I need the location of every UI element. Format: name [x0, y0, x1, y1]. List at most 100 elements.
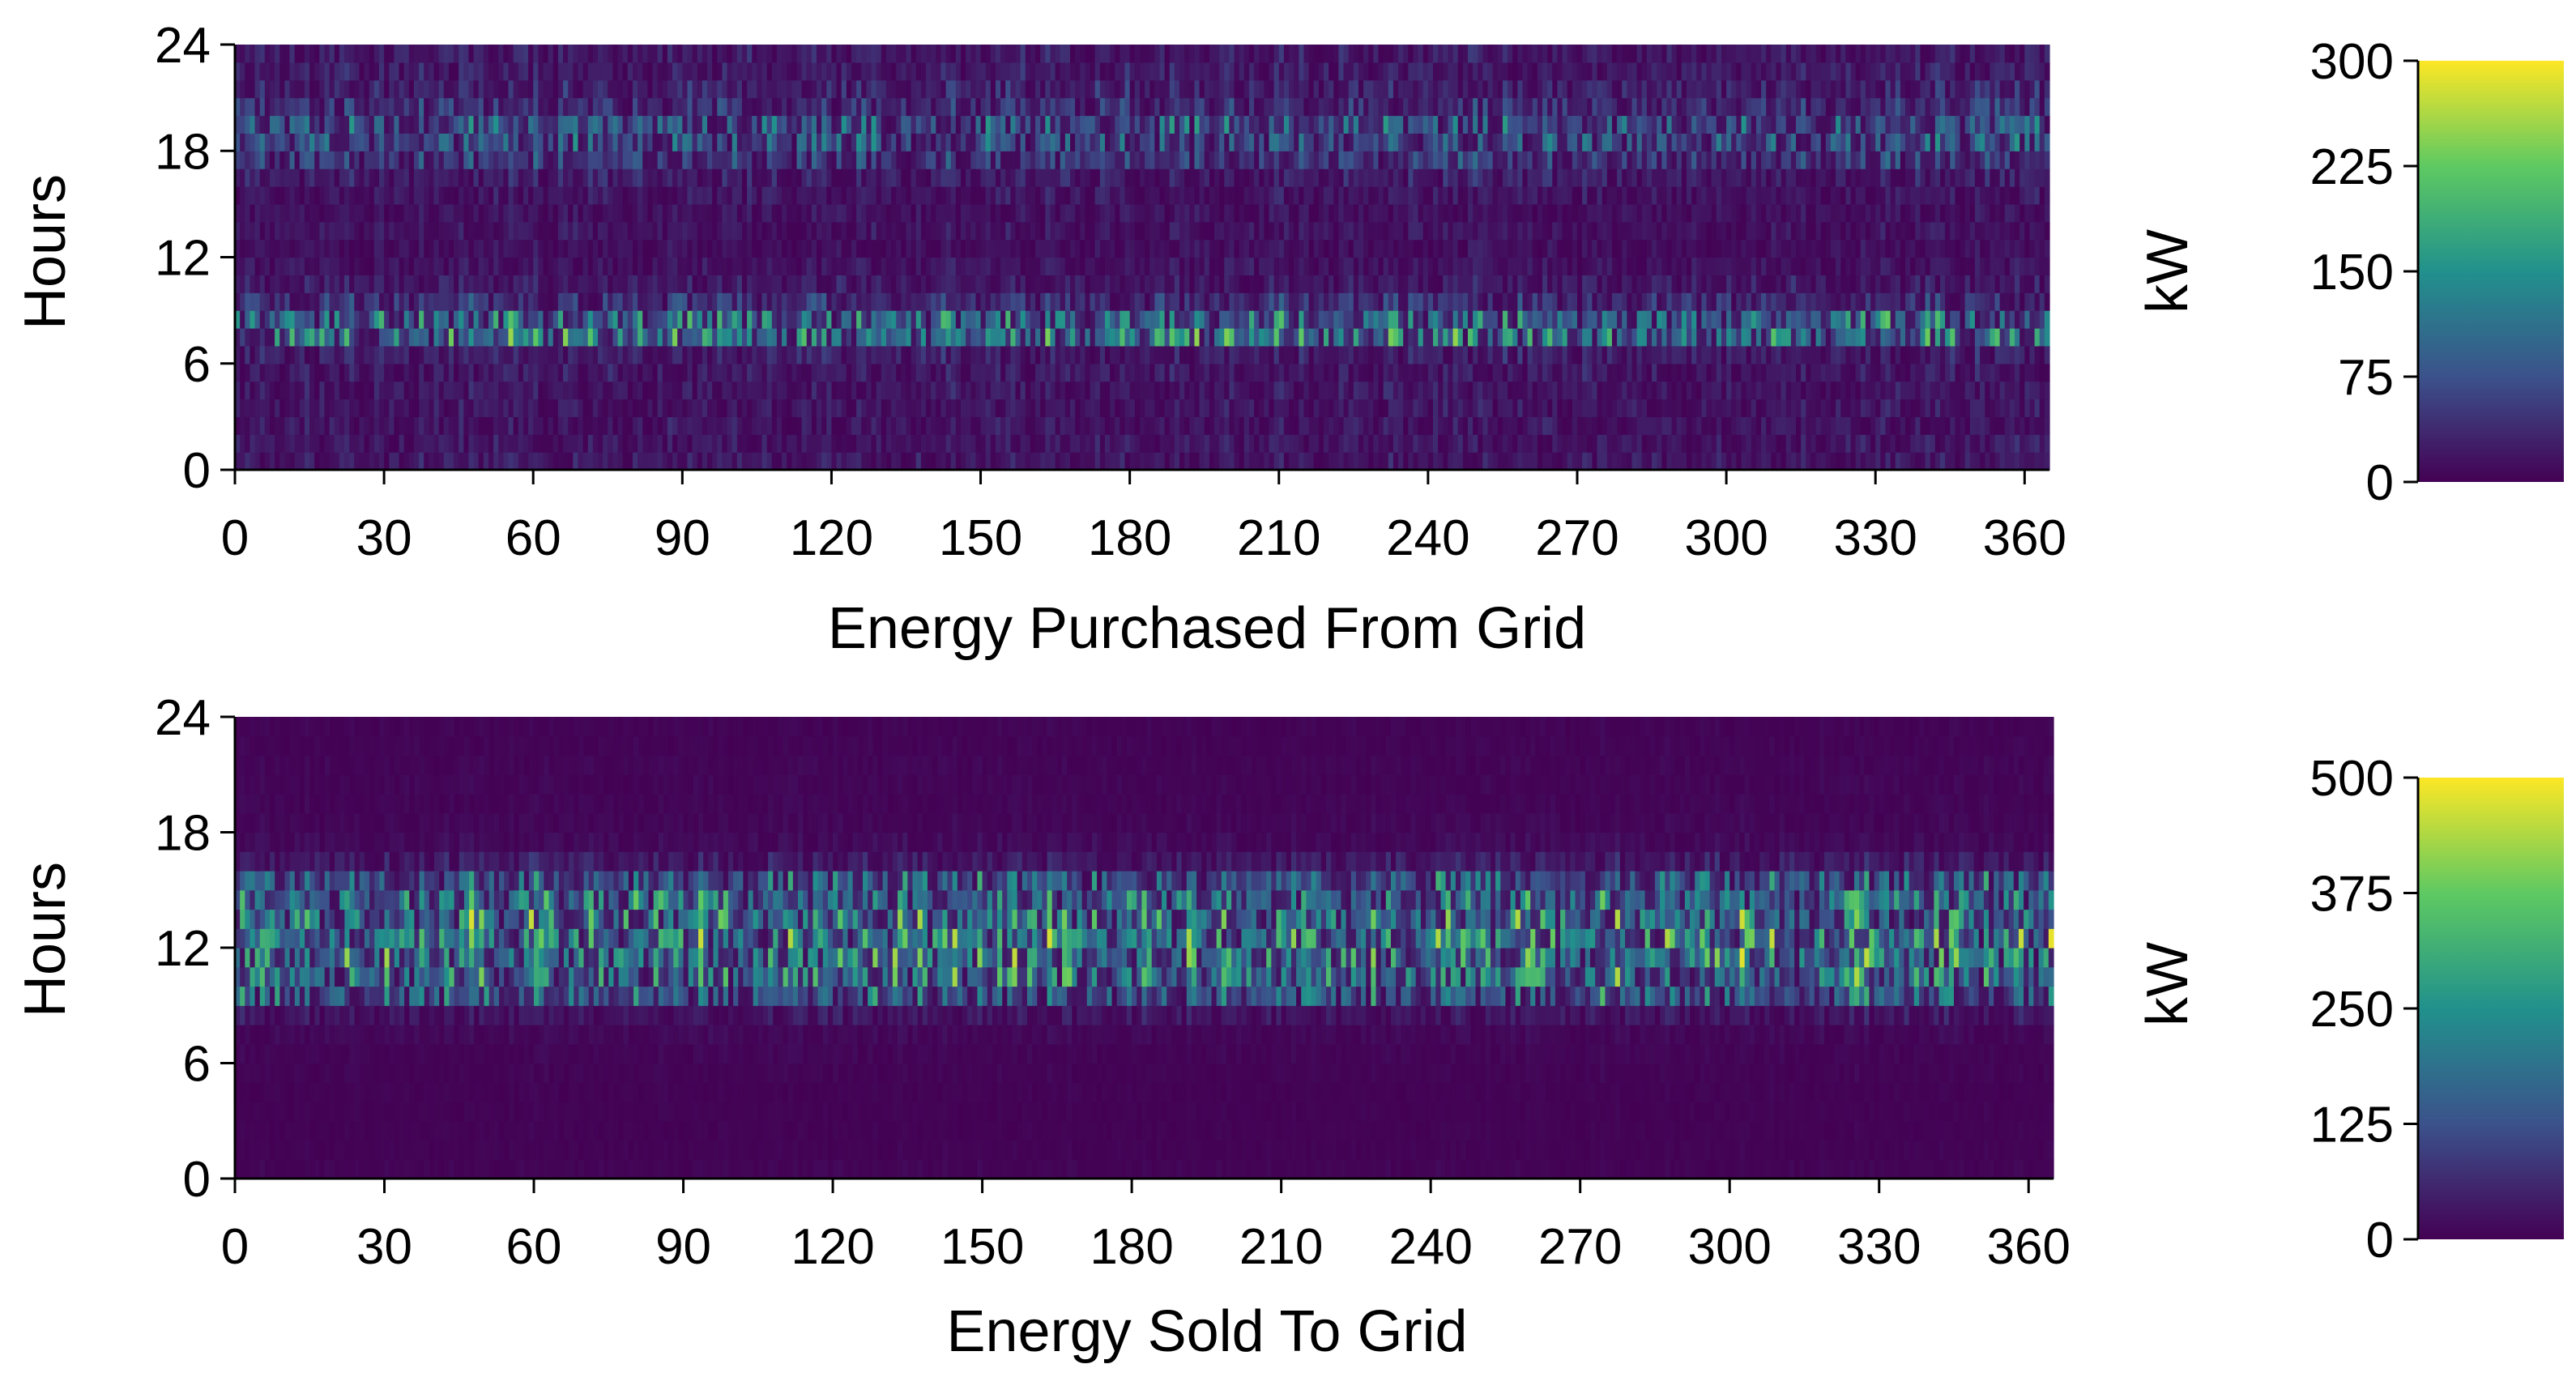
heatmap-cell	[891, 97, 897, 117]
heatmap-cell	[1209, 203, 1215, 223]
heatmap-cell	[638, 399, 643, 417]
heatmap-cell	[1005, 239, 1011, 258]
heatmap-cell	[1055, 363, 1061, 382]
heatmap-cell	[662, 151, 668, 169]
heatmap-cell	[642, 186, 648, 205]
heatmap-cell	[503, 275, 510, 293]
heatmap-cell	[617, 310, 624, 329]
heatmap-cell	[1110, 45, 1115, 63]
heatmap-cell	[1005, 399, 1011, 417]
heatmap-cell	[642, 45, 648, 63]
heatmap-cell	[399, 45, 405, 63]
heatmap-cell	[1248, 257, 1255, 275]
heatmap-cell	[1070, 186, 1076, 205]
heatmap-cell	[1174, 97, 1180, 117]
heatmap-cell	[483, 452, 489, 471]
heatmap-cell	[319, 97, 326, 117]
heatmap-cell	[608, 275, 614, 293]
heatmap-cell	[294, 168, 301, 187]
heatmap-cell	[299, 151, 305, 169]
heatmap-cell	[1055, 97, 1061, 117]
heatmap-cell	[752, 416, 757, 435]
heatmap-cell	[787, 151, 792, 169]
heatmap-cell	[936, 345, 942, 364]
heatmap-cell	[881, 310, 887, 329]
heatmap-cell	[801, 381, 808, 400]
heatmap-cell	[254, 79, 261, 99]
heatmap-cell	[761, 79, 768, 99]
heatmap-cell	[1085, 257, 1091, 275]
heatmap-cell	[1229, 79, 1235, 99]
heatmap-cell	[985, 257, 992, 275]
heatmap-cell	[1110, 416, 1115, 435]
heatmap-cell	[1000, 328, 1006, 347]
heatmap-cell	[403, 97, 410, 117]
heatmap-cell	[667, 221, 673, 241]
heatmap-cell	[776, 151, 783, 169]
heatmap-cell	[920, 239, 927, 258]
heatmap-cell	[672, 186, 678, 205]
heatmap-cell	[339, 275, 345, 293]
heatmap-cell	[1219, 275, 1225, 293]
heatmap-cell	[259, 345, 266, 364]
heatmap-cell	[791, 434, 798, 453]
heatmap-cell	[627, 97, 633, 117]
heatmap-cell	[1020, 275, 1026, 293]
heatmap-cell	[727, 434, 733, 453]
heatmap-cell	[314, 381, 320, 400]
heatmap-cell	[1120, 133, 1126, 151]
heatmap-cell	[592, 452, 599, 471]
heatmap-cell	[692, 62, 698, 81]
heatmap-cell	[603, 221, 608, 241]
heatmap-cell	[458, 310, 464, 329]
heatmap-cell	[722, 168, 728, 187]
heatmap-cell	[1159, 186, 1166, 205]
heatmap-cell	[1194, 452, 1201, 471]
heatmap-cell	[498, 151, 504, 169]
heatmap-cell	[836, 45, 842, 63]
heatmap-cell	[677, 275, 683, 293]
heatmap-cell	[657, 292, 663, 311]
heatmap-cell	[722, 292, 728, 311]
heatmap-cell	[811, 115, 817, 134]
heatmap-cell	[1159, 45, 1166, 63]
heatmap-cell	[538, 45, 544, 63]
heatmap-cell	[1134, 168, 1141, 187]
heatmap-cell	[1189, 79, 1196, 99]
heatmap-cell	[936, 399, 942, 417]
heatmap-cell	[269, 115, 275, 134]
heatmap-cell	[752, 133, 757, 151]
heatmap-cell	[1015, 239, 1021, 258]
heatmap-cell	[836, 328, 842, 347]
heatmap-cell	[264, 292, 271, 311]
heatmap-cell	[419, 186, 424, 205]
heatmap-cell	[538, 168, 544, 187]
heatmap-cell	[1035, 452, 1041, 471]
heatmap-cell	[1040, 310, 1046, 329]
heatmap-cell	[1005, 186, 1011, 205]
heatmap-cell	[736, 345, 743, 364]
heatmap-cell	[413, 399, 420, 417]
heatmap-cell	[1090, 97, 1096, 117]
heatmap-cell	[408, 434, 415, 453]
heatmap-cell	[662, 328, 668, 347]
heatmap-cell	[936, 133, 942, 151]
heatmap-cell	[702, 62, 708, 81]
heatmap-cell	[1169, 97, 1175, 117]
heatmap-cell	[1045, 434, 1051, 453]
heatmap-cell	[403, 79, 410, 99]
heatmap-cell	[478, 115, 484, 134]
heatmap-cell	[513, 79, 519, 99]
heatmap-cell	[1204, 239, 1210, 258]
heatmap-cell	[608, 292, 614, 311]
heatmap-cell	[657, 221, 663, 241]
heatmap-cell	[1124, 168, 1131, 187]
heatmap-cell	[1094, 363, 1101, 382]
heatmap-cell	[657, 452, 663, 471]
heatmap-cell	[493, 345, 499, 364]
heatmap-cell	[736, 381, 743, 400]
heatmap-cell	[419, 79, 424, 99]
heatmap-cell	[1090, 168, 1096, 187]
heatmap-cell	[945, 97, 952, 117]
heatmap-cell	[1174, 345, 1180, 364]
